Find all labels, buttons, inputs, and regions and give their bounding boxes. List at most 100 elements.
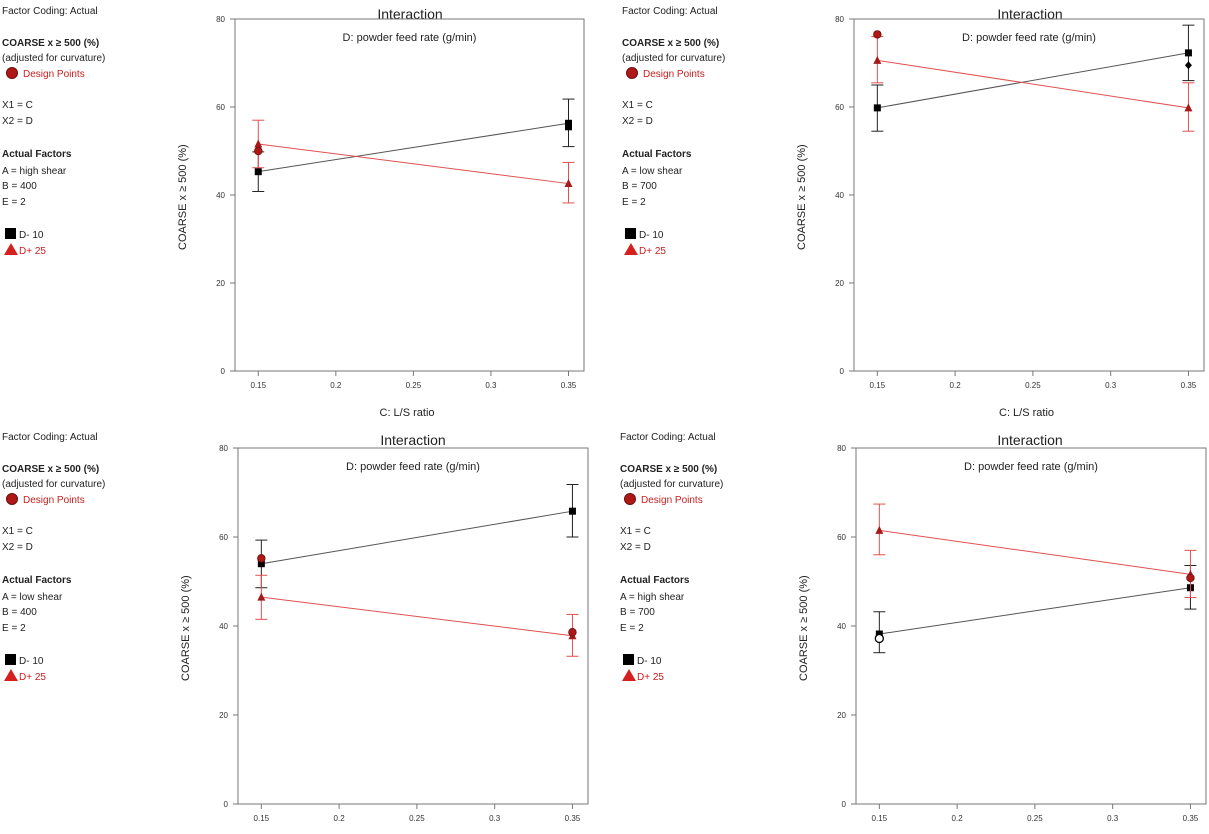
series-line-low [258, 122, 569, 173]
y-tick-label: 80 [219, 444, 228, 453]
sidebar-adjusted: (adjusted for curvature) [620, 479, 724, 490]
sidebar-response: COARSE x ≥ 500 (%) [622, 38, 720, 49]
x-tick-label: 0.2 [952, 814, 964, 823]
sidebar-actual-factors: Actual Factors [2, 149, 72, 160]
series-line-high [261, 596, 573, 637]
x-tick-label: 0.3 [485, 381, 497, 390]
design-points-legend-icon [6, 493, 18, 505]
square-point [254, 168, 262, 176]
y-tick-label: 0 [224, 800, 229, 809]
sidebar-x2: X2 = D [622, 116, 653, 127]
x-tick-label: 0.3 [489, 814, 501, 823]
sidebar-factor-b: B = 700 [620, 607, 655, 618]
y-tick-label: 20 [216, 279, 225, 288]
plot-frame [855, 447, 1207, 805]
sidebar-x2: X2 = D [2, 542, 33, 553]
sidebar-x1: X1 = C [620, 526, 651, 537]
y-axis-label: COARSE x ≥ 500 (%) [180, 575, 192, 681]
sidebar-adjusted: (adjusted for curvature) [2, 53, 106, 64]
triangle-point [873, 55, 882, 64]
chart-subtitle: D: powder feed rate (g/min) [343, 32, 477, 44]
y-tick-label: 40 [835, 191, 844, 200]
sidebar-actual-factors: Actual Factors [2, 575, 72, 586]
triangle-point [564, 179, 573, 188]
sidebar-design-points: Design Points [643, 69, 705, 80]
plot-frame [237, 447, 589, 805]
sidebar-response: COARSE x ≥ 500 (%) [620, 464, 718, 475]
triangle-point [254, 139, 263, 148]
x-tick-label: 0.25 [406, 381, 422, 390]
chart-title: Interaction [380, 432, 446, 448]
x-tick-label: 0.3 [1105, 381, 1117, 390]
factor-sidebar: Factor Coding: Actual COARSE x ≥ 500 (%) (… [2, 6, 182, 266]
factor-sidebar: Factor Coding: Actual COARSE x ≥ 500 (%) (… [620, 432, 800, 692]
series-line-high [258, 143, 569, 185]
interaction-plot: D: powder feed rate (g/min) 0 20 40 60 80 0.15… [219, 444, 589, 823]
y-tick-label: 80 [835, 15, 844, 24]
series-line-high [877, 59, 1189, 109]
sidebar-factor-coding: Factor Coding: Actual [622, 6, 718, 17]
sidebar-factor-a: A = low shear [622, 166, 683, 177]
y-axis-label: COARSE x ≥ 500 (%) [798, 575, 810, 681]
x-tick-label: 0.2 [330, 381, 342, 390]
design-point [257, 554, 266, 563]
chart-title: Interaction [997, 6, 1063, 22]
y-tick-label: 60 [216, 103, 225, 112]
factor-sidebar: Factor Coding: Actual COARSE x ≥ 500 (%) (… [2, 432, 182, 692]
y-tick-label: 0 [840, 367, 845, 376]
sidebar-legend-high: D+ 25 [19, 246, 46, 257]
sidebar-legend-high: D+ 25 [639, 246, 666, 257]
sidebar-legend-low: D- 10 [639, 230, 664, 241]
chart-subtitle: D: powder feed rate (g/min) [964, 461, 1098, 473]
sidebar-response: COARSE x ≥ 500 (%) [2, 464, 100, 475]
x-tick-label: 0.15 [870, 381, 886, 390]
triangle-marker-legend-icon [622, 669, 636, 681]
y-tick-label: 20 [837, 711, 846, 720]
sidebar-actual-factors: Actual Factors [620, 575, 690, 586]
sidebar-factor-a: A = high shear [620, 592, 685, 603]
chart-subtitle: D: powder feed rate (g/min) [346, 461, 480, 473]
x-axis-label: C: L/S ratio [379, 407, 435, 419]
square-point [568, 507, 576, 515]
sidebar-x1: X1 = C [2, 526, 33, 537]
sidebar-factor-coding: Factor Coding: Actual [2, 6, 98, 17]
design-point [568, 628, 577, 637]
sidebar-response: COARSE x ≥ 500 (%) [2, 38, 100, 49]
sidebar-x2: X2 = D [620, 542, 651, 553]
sidebar-design-points: Design Points [23, 495, 85, 506]
sidebar-legend-low: D- 10 [637, 656, 662, 667]
y-axis-label: COARSE x ≥ 500 (%) [177, 144, 189, 250]
sidebar-legend-low: D- 10 [19, 230, 44, 241]
plot-frame [853, 18, 1205, 372]
sidebar-factor-b: B = 400 [2, 181, 37, 192]
sidebar-adjusted: (adjusted for curvature) [2, 479, 106, 490]
x-tick-label: 0.25 [409, 814, 425, 823]
design-points-legend-icon [626, 67, 638, 79]
y-tick-label: 80 [216, 15, 225, 24]
x-tick-label: 0.35 [565, 814, 581, 823]
sidebar-design-points: Design Points [641, 495, 703, 506]
x-tick-label: 0.15 [872, 814, 888, 823]
sidebar-factor-e: E = 2 [622, 197, 646, 208]
sidebar-factor-a: A = low shear [2, 592, 63, 603]
x-tick-label: 0.3 [1107, 814, 1119, 823]
x-tick-label: 0.15 [254, 814, 270, 823]
sidebar-factor-e: E = 2 [620, 623, 644, 634]
y-tick-label: 0 [221, 367, 226, 376]
plot-frame [234, 18, 585, 372]
sidebar-legend-low: D- 10 [19, 656, 44, 667]
sidebar-factor-coding: Factor Coding: Actual [2, 432, 98, 443]
design-point [564, 123, 572, 131]
sidebar-x1: X1 = C [2, 100, 33, 111]
sidebar-factor-e: E = 2 [2, 197, 26, 208]
sidebar-adjusted: (adjusted for curvature) [622, 53, 726, 64]
series-line-low [877, 52, 1189, 109]
y-tick-label: 60 [219, 533, 228, 542]
sidebar-legend-high: D+ 25 [19, 672, 46, 683]
y-tick-label: 20 [219, 711, 228, 720]
sidebar-design-points: Design Points [23, 69, 85, 80]
y-tick-label: 60 [835, 103, 844, 112]
y-tick-label: 40 [216, 191, 225, 200]
y-tick-label: 20 [835, 279, 844, 288]
x-tick-label: 0.35 [1183, 814, 1199, 823]
